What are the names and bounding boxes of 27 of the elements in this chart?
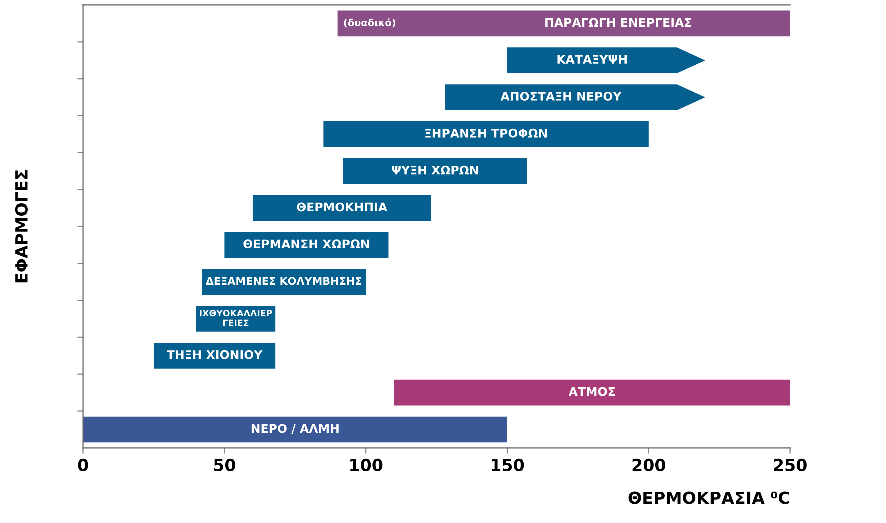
annotation: (δυαδικό) [344,18,396,28]
y-tick-label: ΘΕΡΜΟΚΗΠΙΑ [297,202,388,212]
x-tick-label: 250 [774,458,807,472]
y-tick-label: ΙΧΘΥΟΚΑΛΛΙΕΡ ΓΕΙΕΣ [200,310,272,326]
y-tick-label: ΞΗΡΑΝΣΗ ΤΡΟΦΩΝ [426,128,548,138]
x-axis-title: ΘΕΡΜΟΚΡΑΣΙΑ ⁰C [628,492,790,504]
bar [324,122,649,148]
bar [343,158,528,184]
y-tick-label: ΨΥΞΗ ΧΩΡΩΝ [392,166,478,175]
y-tick-label: ΘΕΡΜΑΝΣΗ ΧΩΡΩΝ [244,240,370,249]
y-tick-label: ΤΗΞΗ ΧΙΟΝΙΟΥ [166,350,263,360]
x-tick-label: 150 [492,458,524,472]
y-tick-label: ΔΕΞΑΜΕΝΕΣ ΚΟΛΥΜΒΗΣΗΣ [206,277,362,286]
y-tick-label: ΑΤΜΟΣ [568,387,615,396]
y-tick-label: ΠΑΡΑΓΩΓΗ ΕΝΕΡΓΕΙΑΣ [546,18,692,27]
bar [394,380,790,406]
y-tick-label: ΚΑΤΑΞΥΨΗ [558,55,627,64]
x-tick-label: 100 [350,458,383,472]
y-tick-label: ΝΕΡΟ / ΑΛΜΗ [252,424,339,434]
y-tick-label: ΑΠΟΣΤΑΞΗ ΝΕΡΟΥ [500,92,622,101]
x-tick-label: 200 [632,458,666,472]
x-tick-label: 0 [78,458,88,472]
y-axis-title: ΕΦΑΡΜΟΓΕΣ [15,170,28,283]
bar [338,10,790,37]
bar [83,416,508,443]
bar [252,195,432,222]
x-tick-label: 50 [214,458,236,472]
